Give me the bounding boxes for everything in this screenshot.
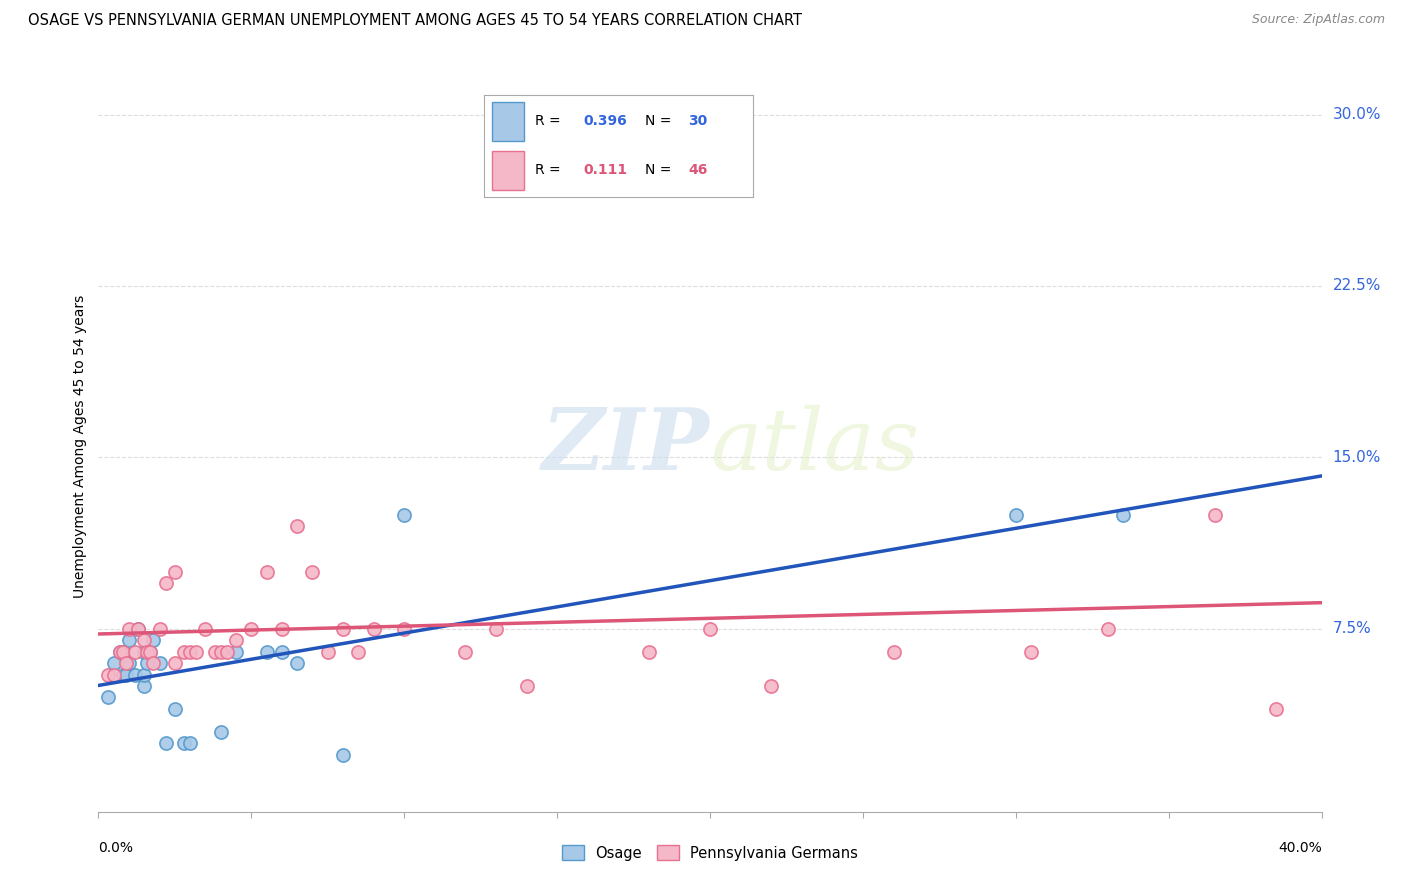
Point: [134, 667, 156, 681]
Point: [316, 645, 339, 659]
Point: [392, 508, 416, 522]
Point: [637, 645, 661, 659]
Point: [363, 622, 385, 636]
Text: 15.0%: 15.0%: [1333, 450, 1381, 465]
Point: [1097, 622, 1119, 636]
Point: [111, 645, 134, 659]
Point: [142, 656, 165, 670]
Point: [115, 656, 138, 670]
Point: [256, 565, 278, 579]
Point: [215, 645, 238, 659]
Point: [139, 645, 162, 659]
Point: [392, 622, 416, 636]
Point: [270, 622, 292, 636]
Point: [225, 645, 247, 659]
Point: [97, 690, 120, 705]
Point: [108, 645, 131, 659]
Point: [134, 679, 156, 693]
Point: [759, 679, 782, 693]
Point: [149, 656, 172, 670]
Point: [108, 645, 131, 659]
Text: Source: ZipAtlas.com: Source: ZipAtlas.com: [1251, 13, 1385, 27]
Point: [163, 565, 186, 579]
Point: [173, 645, 195, 659]
Point: [285, 656, 308, 670]
Point: [256, 645, 278, 659]
Point: [1112, 508, 1135, 522]
Point: [103, 656, 125, 670]
Point: [118, 656, 141, 670]
Point: [127, 622, 149, 636]
Point: [186, 645, 208, 659]
Point: [149, 622, 172, 636]
Point: [209, 724, 232, 739]
Point: [155, 736, 177, 750]
Point: [516, 679, 538, 693]
Point: [225, 633, 247, 648]
Text: 0.0%: 0.0%: [98, 841, 134, 855]
Point: [111, 667, 134, 681]
Point: [699, 622, 721, 636]
Point: [155, 576, 177, 591]
Point: [163, 702, 186, 716]
Point: [173, 736, 195, 750]
Point: [301, 565, 323, 579]
Point: [209, 645, 232, 659]
Point: [142, 633, 165, 648]
Text: 40.0%: 40.0%: [1278, 841, 1322, 855]
Point: [127, 622, 149, 636]
Point: [124, 645, 146, 659]
Point: [118, 622, 141, 636]
Point: [270, 645, 292, 659]
Point: [204, 645, 226, 659]
Point: [1019, 645, 1042, 659]
Text: OSAGE VS PENNSYLVANIA GERMAN UNEMPLOYMENT AMONG AGES 45 TO 54 YEARS CORRELATION : OSAGE VS PENNSYLVANIA GERMAN UNEMPLOYMEN…: [28, 13, 801, 29]
Point: [332, 747, 354, 762]
Text: 22.5%: 22.5%: [1333, 278, 1381, 293]
Point: [285, 519, 308, 533]
Text: ZIP: ZIP: [543, 404, 710, 488]
Legend: Osage, Pennsylvania Germans: Osage, Pennsylvania Germans: [557, 839, 863, 867]
Point: [103, 667, 125, 681]
Point: [485, 622, 508, 636]
Point: [115, 667, 138, 681]
Point: [134, 633, 156, 648]
Point: [118, 633, 141, 648]
Point: [163, 656, 186, 670]
Point: [179, 736, 201, 750]
Point: [883, 645, 905, 659]
Point: [97, 667, 120, 681]
Point: [240, 622, 263, 636]
Point: [1264, 702, 1286, 716]
Point: [111, 645, 134, 659]
Point: [124, 667, 146, 681]
Point: [139, 645, 162, 659]
Point: [561, 176, 583, 190]
Point: [1204, 508, 1226, 522]
Point: [179, 645, 201, 659]
Point: [454, 645, 477, 659]
Point: [347, 645, 370, 659]
Point: [1004, 508, 1026, 522]
Text: 30.0%: 30.0%: [1333, 107, 1381, 122]
Text: 7.5%: 7.5%: [1333, 622, 1371, 636]
Point: [194, 622, 217, 636]
Point: [136, 656, 159, 670]
Point: [332, 622, 354, 636]
Text: atlas: atlas: [710, 405, 920, 487]
Point: [134, 645, 156, 659]
Point: [136, 645, 159, 659]
Y-axis label: Unemployment Among Ages 45 to 54 years: Unemployment Among Ages 45 to 54 years: [73, 294, 87, 598]
